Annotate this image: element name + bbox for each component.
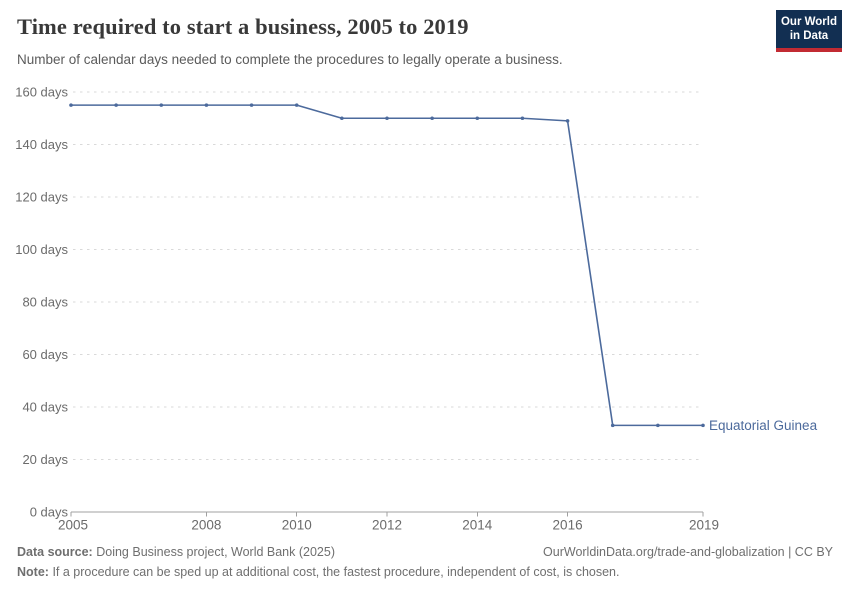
series-end-label: Equatorial Guinea	[709, 418, 818, 433]
y-axis-tick-label: 160 days	[15, 85, 68, 100]
data-point[interactable]	[340, 116, 344, 121]
data-point[interactable]	[159, 103, 164, 107]
data-source-label: Data source:	[17, 545, 93, 559]
y-axis-tick-label: 0 days	[30, 505, 69, 520]
chart-footer: Data source: Doing Business project, Wor…	[17, 545, 833, 579]
y-axis-tick-label: 60 days	[22, 347, 68, 362]
y-axis-tick-label: 120 days	[15, 190, 68, 205]
y-axis-tick-label: 100 days	[15, 242, 68, 257]
x-axis-tick-label: 2014	[462, 518, 493, 533]
page-subtitle: Number of calendar days needed to comple…	[17, 52, 563, 67]
data-point[interactable]	[520, 116, 525, 121]
x-axis-tick-label: 2012	[372, 518, 402, 533]
y-axis-tick-label: 140 days	[15, 137, 68, 152]
data-point[interactable]	[204, 103, 209, 107]
data-point[interactable]	[475, 116, 480, 121]
note-text: If a procedure can be sped up at additio…	[52, 565, 620, 579]
data-point[interactable]	[565, 119, 570, 123]
data-source-text: Data source: Doing Business project, Wor…	[17, 545, 335, 559]
owid-logo[interactable]: Our World in Data	[776, 10, 842, 52]
page-title: Time required to start a business, 2005 …	[17, 14, 469, 39]
x-axis-tick-label: 2016	[553, 518, 583, 533]
x-axis-tick-label: 2008	[191, 518, 221, 533]
data-point[interactable]	[69, 103, 73, 107]
x-axis-tick-label: 2019	[689, 518, 719, 533]
chart-note: Note: If a procedure can be sped up at a…	[17, 565, 833, 579]
owid-logo-line1: Our World	[780, 16, 837, 28]
y-axis-tick-label: 20 days	[22, 452, 68, 467]
data-point[interactable]	[656, 423, 660, 428]
attribution-link[interactable]: OurWorldinData.org/trade-and-globalizati…	[543, 545, 833, 559]
data-point[interactable]	[249, 103, 254, 107]
x-axis-tick-label: 2010	[282, 518, 312, 533]
x-axis-tick-label: 2005	[58, 518, 88, 533]
y-axis-tick-label: 40 days	[22, 400, 68, 415]
series-line	[70, 104, 704, 427]
data-point[interactable]	[610, 423, 615, 428]
data-point[interactable]	[385, 116, 389, 121]
data-point[interactable]	[430, 116, 434, 121]
note-label: Note:	[17, 565, 49, 579]
data-source-value: Doing Business project, World Bank (2025…	[96, 545, 335, 559]
line-chart-canvas[interactable]: 0 days 20 days 40 days 60 days 80 days 100 da…	[0, 85, 850, 555]
y-axis-tick-label: 80 days	[22, 295, 68, 310]
owid-logo-line2: in Data	[789, 29, 829, 42]
data-point[interactable]	[114, 103, 118, 107]
data-point[interactable]	[701, 423, 705, 428]
data-point[interactable]	[294, 103, 299, 107]
